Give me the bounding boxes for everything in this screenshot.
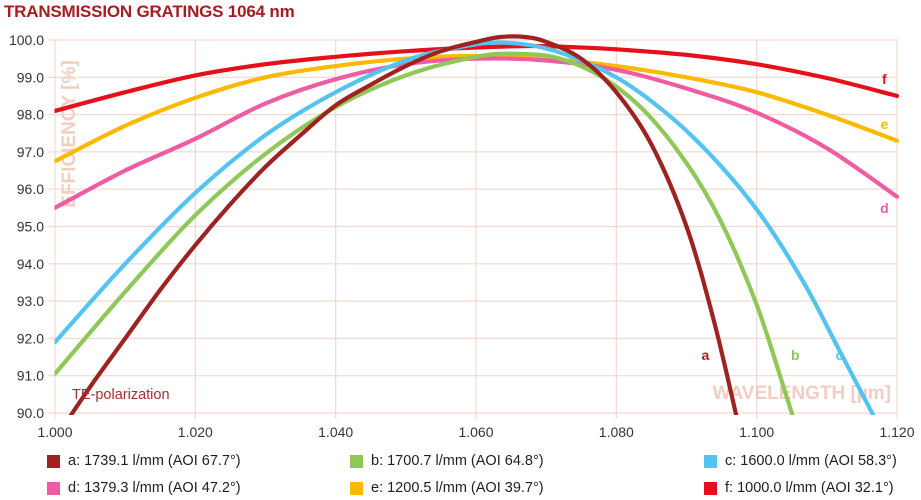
y-tick-label: 98.0	[17, 107, 44, 123]
legend-item-f: f: 1000.0 l/mm (AOI 32.1°)	[704, 480, 894, 496]
curve-label-e: e	[880, 116, 888, 132]
legend-item-c: c: 1600.0 l/mm (AOI 58.3°)	[704, 453, 897, 469]
legend-label-a: a: 1739.1 l/mm (AOI 67.7°)	[68, 453, 241, 469]
x-tick-label: 1.060	[458, 424, 493, 440]
curve-a	[68, 34, 739, 415]
curve-label-c: c	[836, 347, 844, 363]
curve-b	[54, 51, 795, 415]
legend-swatch-a	[47, 454, 60, 468]
legend-swatch-b	[350, 454, 363, 468]
curve-c	[54, 40, 876, 415]
y-tick-label: 91.0	[17, 368, 44, 384]
x-tick-label: 1.040	[318, 424, 353, 440]
x-tick-label: 1.020	[178, 424, 213, 440]
legend-swatch-d	[47, 481, 60, 495]
y-axis-watermark: EFFICIENCY [%]	[59, 60, 80, 207]
polarization-annotation: TE-polarization	[72, 387, 170, 403]
legend-swatch-e	[350, 481, 363, 495]
legend-swatch-f	[704, 481, 717, 495]
y-tick-label: 96.0	[17, 181, 44, 197]
legend-label-d: d: 1379.3 l/mm (AOI 47.2°)	[68, 480, 241, 496]
y-tick-label: 93.0	[17, 293, 44, 309]
x-tick-label: 1.080	[599, 424, 634, 440]
legend-label-b: b: 1700.7 l/mm (AOI 64.8°)	[371, 453, 544, 469]
curve-label-b: b	[791, 347, 800, 363]
chart-title: TRANSMISSION GRATINGS 1064 nm	[4, 2, 295, 21]
x-axis-watermark: WAVELENGTH [µm]	[713, 383, 891, 404]
legend-label-e: e: 1200.5 l/mm (AOI 39.7°)	[371, 480, 544, 496]
curve-label-a: a	[702, 347, 710, 363]
legend-item-b: b: 1700.7 l/mm (AOI 64.8°)	[350, 453, 544, 469]
curve-label-d: d	[880, 200, 889, 216]
y-tick-label: 90.0	[17, 405, 44, 421]
y-tick-label: 100.0	[9, 32, 44, 48]
efficiency-chart: 1.000 1.020 1.040 1.060 1.080 1.100 1.120 100.0…	[9, 32, 915, 440]
legend-label-c: c: 1600.0 l/mm (AOI 58.3°)	[725, 453, 897, 469]
legend-item-d: d: 1379.3 l/mm (AOI 47.2°)	[47, 480, 241, 496]
x-tick-label: 1.120	[879, 424, 914, 440]
legend-item-e: e: 1200.5 l/mm (AOI 39.7°)	[350, 480, 544, 496]
y-tick-label: 94.0	[17, 256, 44, 272]
x-tick-label: 1.100	[739, 424, 774, 440]
legend-label-f: f: 1000.0 l/mm (AOI 32.1°)	[725, 480, 894, 496]
curve-label-f: f	[882, 71, 887, 87]
x-tick-label: 1.000	[37, 424, 72, 440]
curve-f	[54, 43, 900, 113]
legend-swatch-c	[704, 454, 717, 468]
legend-item-a: a: 1739.1 l/mm (AOI 67.7°)	[47, 453, 241, 469]
y-tick-label: 95.0	[17, 219, 44, 235]
y-tick-label: 92.0	[17, 330, 44, 346]
y-tick-label: 99.0	[17, 69, 44, 85]
y-tick-label: 97.0	[17, 144, 44, 160]
